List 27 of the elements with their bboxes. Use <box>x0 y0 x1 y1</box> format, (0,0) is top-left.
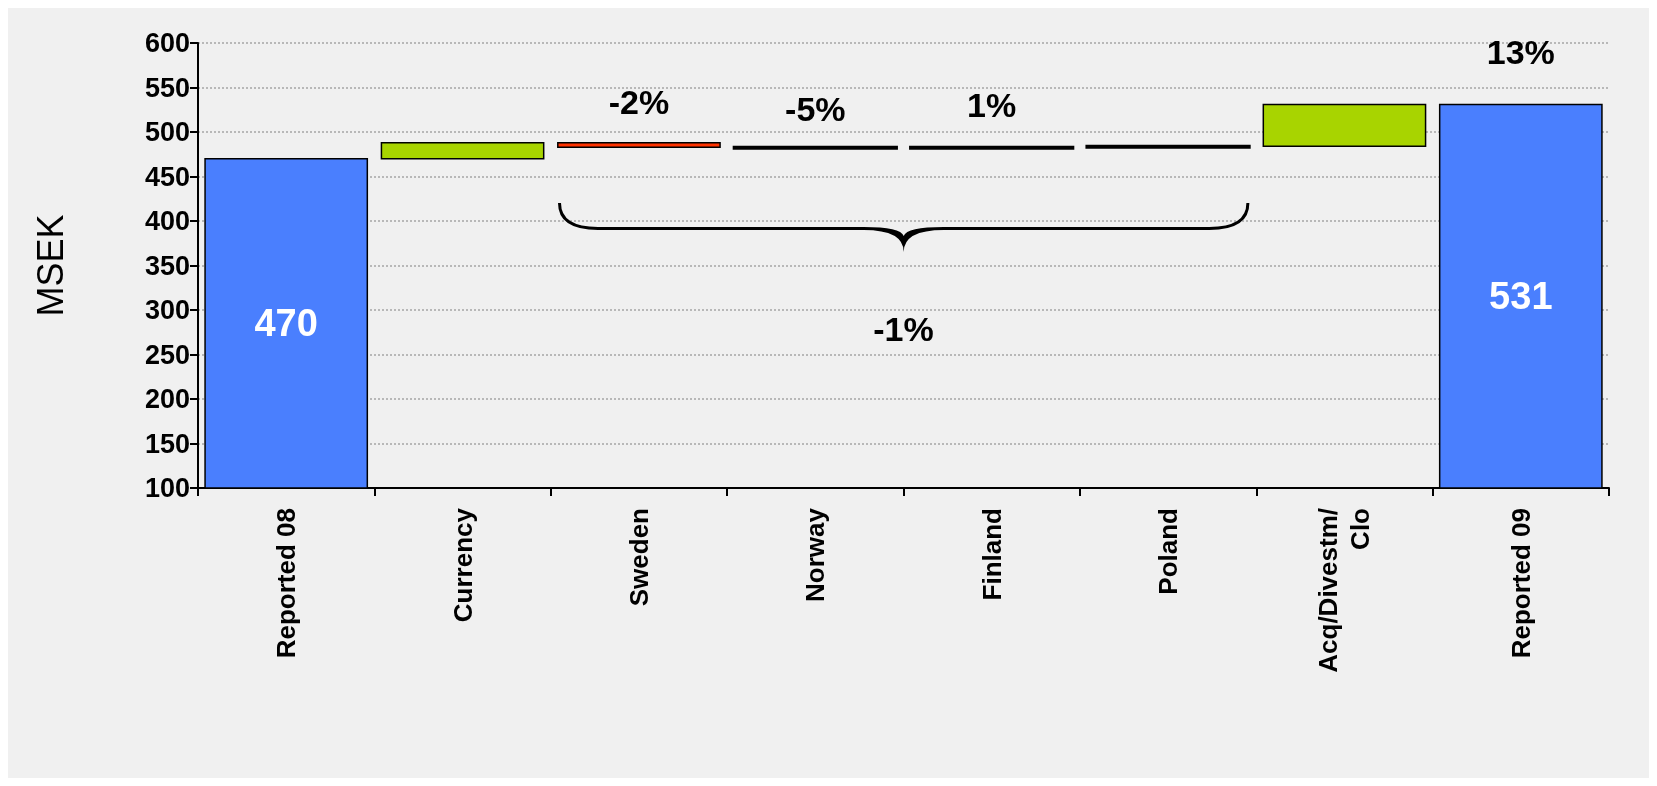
y-tick-label: 250 <box>144 339 190 370</box>
x-tick-label: Norway <box>800 507 831 602</box>
y-axis-title: MSEK <box>29 214 71 317</box>
y-tick-label: 100 <box>144 473 190 503</box>
y-tick-label: 200 <box>144 384 190 414</box>
y-tick-label: 600 <box>144 28 190 58</box>
x-tick-label: Sweden <box>623 508 654 607</box>
y-tick-label: 300 <box>144 295 190 325</box>
y-tick-label: 400 <box>144 206 190 236</box>
annotation: -1% <box>872 310 935 350</box>
x-tick-label: Poland <box>1153 508 1184 595</box>
annotation: -5% <box>785 89 846 128</box>
y-tick-label: 550 <box>144 72 190 103</box>
x-tick-label: Reported 08 <box>271 508 302 659</box>
data-label: 531 <box>1489 275 1553 318</box>
x-tick-label: Reported 09 <box>1505 508 1536 659</box>
y-tick-label: 500 <box>144 117 190 147</box>
annotation: 13% <box>1486 32 1555 71</box>
x-tick-label: Acq/Divestm/ Clo <box>1313 508 1376 673</box>
y-tick-label: 450 <box>144 161 190 192</box>
x-tick-label: Currency <box>447 507 478 623</box>
y-tick-label: 150 <box>144 428 190 459</box>
x-tick-label: Finland <box>976 508 1007 601</box>
data-label: 470 <box>254 302 318 345</box>
y-tick-label: 350 <box>144 250 190 281</box>
annotation: -2% <box>608 82 670 121</box>
annotation: 1% <box>967 86 1017 125</box>
